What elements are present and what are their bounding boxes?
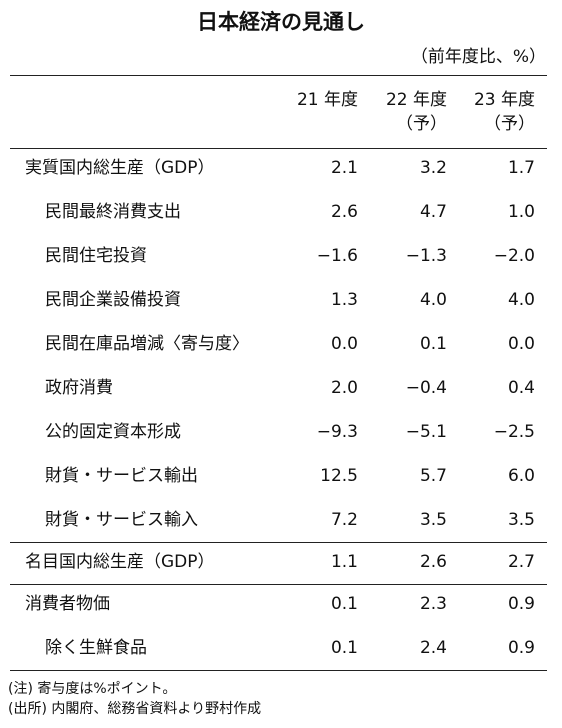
cell-value: 0.0: [330, 334, 358, 354]
cell-value: 5.7: [419, 466, 447, 486]
cell-value: 2.6: [419, 552, 447, 572]
row-label: 財貨・サービス輸入: [45, 510, 198, 530]
row-label: 実質国内総生産（GDP）: [25, 158, 215, 178]
cell-value: 2.3: [419, 594, 447, 614]
rule: [10, 542, 547, 543]
cell-value: 0.1: [419, 334, 447, 354]
cell-value: 4.0: [507, 290, 535, 310]
cell-value: −2.5: [493, 422, 535, 442]
cell-value: −1.3: [405, 246, 447, 266]
cell-value: 2.0: [330, 378, 358, 398]
cell-value: 1.7: [507, 158, 535, 178]
note: (出所) 内閣府、総務省資料より野村作成: [8, 701, 262, 717]
column-header: 22 年度: [385, 90, 447, 110]
row-label: 消費者物価: [25, 594, 110, 614]
cell-value: 1.1: [330, 552, 358, 572]
cell-value: 3.5: [419, 510, 447, 530]
cell-value: 2.4: [419, 638, 447, 658]
cell-value: −2.0: [493, 246, 535, 266]
cell-value: 6.0: [507, 466, 535, 486]
cell-value: 0.4: [507, 378, 535, 398]
cell-value: 2.1: [330, 158, 358, 178]
cell-value: 0.9: [507, 638, 535, 658]
row-label: 財貨・サービス輸出: [45, 466, 198, 486]
unit: （前年度比、%）: [410, 47, 546, 67]
row-label: 民間最終消費支出: [45, 202, 181, 222]
column-header: 23 年度: [473, 90, 535, 110]
cell-value: 0.1: [330, 638, 358, 658]
cell-value: 0.9: [507, 594, 535, 614]
title: 日本経済の見通し: [197, 10, 365, 34]
column-header: （予）: [396, 114, 447, 134]
cell-value: 0.1: [330, 594, 358, 614]
cell-value: −1.6: [316, 246, 358, 266]
row-label: 公的固定資本形成: [45, 422, 181, 442]
row-label: 民間企業設備投資: [45, 290, 181, 310]
row-label: 名目国内総生産（GDP）: [25, 552, 215, 572]
cell-value: −9.3: [316, 422, 358, 442]
cell-value: 3.2: [419, 158, 447, 178]
cell-value: 2.7: [507, 552, 535, 572]
rule: [10, 148, 547, 149]
column-header: 21 年度: [296, 90, 358, 110]
rule: [10, 670, 547, 671]
row-label: 政府消費: [45, 378, 113, 398]
note: (注) 寄与度は%ポイント。: [8, 681, 177, 697]
row-label: 除く生鮮食品: [45, 638, 147, 658]
cell-value: 7.2: [330, 510, 358, 530]
cell-value: −0.4: [405, 378, 447, 398]
row-label: 民間在庫品増減〈寄与度〉: [45, 334, 249, 354]
cell-value: 4.7: [419, 202, 447, 222]
cell-value: 2.6: [330, 202, 358, 222]
cell-value: 12.5: [320, 466, 358, 486]
cell-value: 3.5: [507, 510, 535, 530]
cell-value: 4.0: [419, 290, 447, 310]
cell-value: −5.1: [405, 422, 447, 442]
column-header: （予）: [484, 114, 535, 134]
cell-value: 1.3: [330, 290, 358, 310]
rule: [10, 584, 547, 585]
cell-value: 1.0: [507, 202, 535, 222]
rule: [10, 75, 547, 76]
cell-value: 0.0: [507, 334, 535, 354]
row-label: 民間住宅投資: [45, 246, 147, 266]
